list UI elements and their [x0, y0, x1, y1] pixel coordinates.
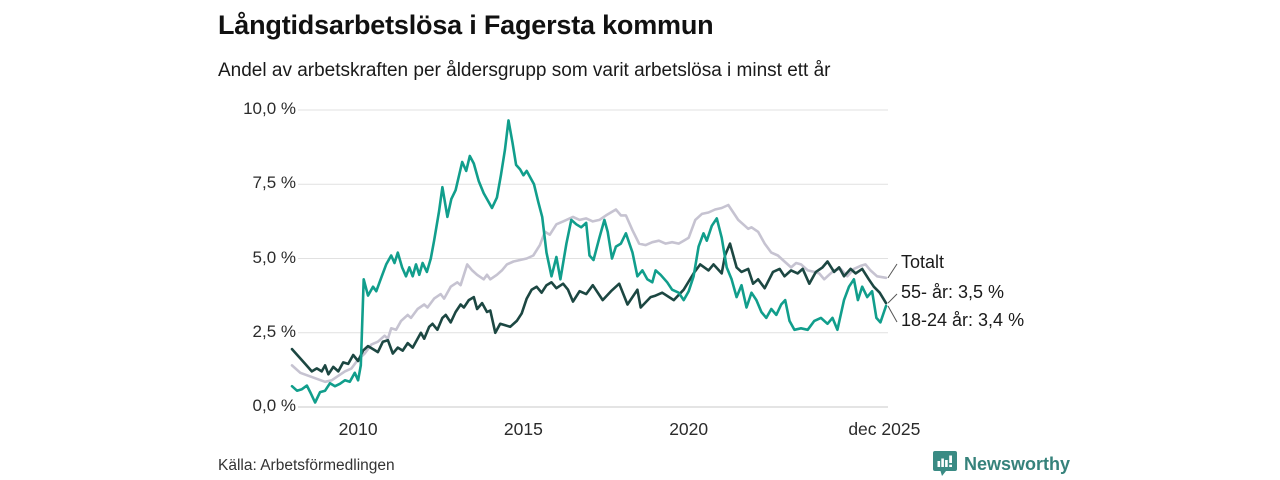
series-end-label: Totalt	[901, 252, 945, 272]
y-tick-label: 10,0 %	[243, 99, 296, 118]
series-line-totalt	[290, 203, 888, 384]
x-tick-label: 2015	[503, 419, 543, 439]
x-tick-label: 2020	[669, 419, 709, 439]
page-title: Långtidsarbetslösa i Fagersta kommun	[218, 10, 714, 40]
y-tick-label: 5,0 %	[252, 247, 296, 267]
label-leader-line	[887, 263, 898, 279]
y-tick-label: 0,0 %	[252, 396, 296, 415]
y-tick-label: 7,5 %	[252, 173, 296, 193]
label-leader-line	[887, 305, 898, 323]
label-leader-line	[887, 293, 898, 304]
series-line-55-r	[290, 242, 888, 376]
series-line-18-24-r	[290, 119, 888, 404]
brand-lockup: Newsworthy	[933, 451, 1070, 477]
source-note: Källa: Arbetsförmedlingen	[218, 457, 395, 474]
y-tick-label: 2,5 %	[252, 321, 296, 341]
brand-name: Newsworthy	[964, 453, 1071, 474]
x-tick-label: dec 2025	[848, 419, 921, 439]
series-end-label: 18-24 år: 3,4 %	[901, 310, 1025, 330]
chart-subtitle: Andel av arbetskraften per åldersgrupp s…	[218, 60, 831, 81]
series-end-label: 55- år: 3,5 %	[901, 282, 1005, 302]
x-tick-label: 2010	[338, 419, 378, 439]
newsworthy-logo-icon	[933, 451, 957, 476]
